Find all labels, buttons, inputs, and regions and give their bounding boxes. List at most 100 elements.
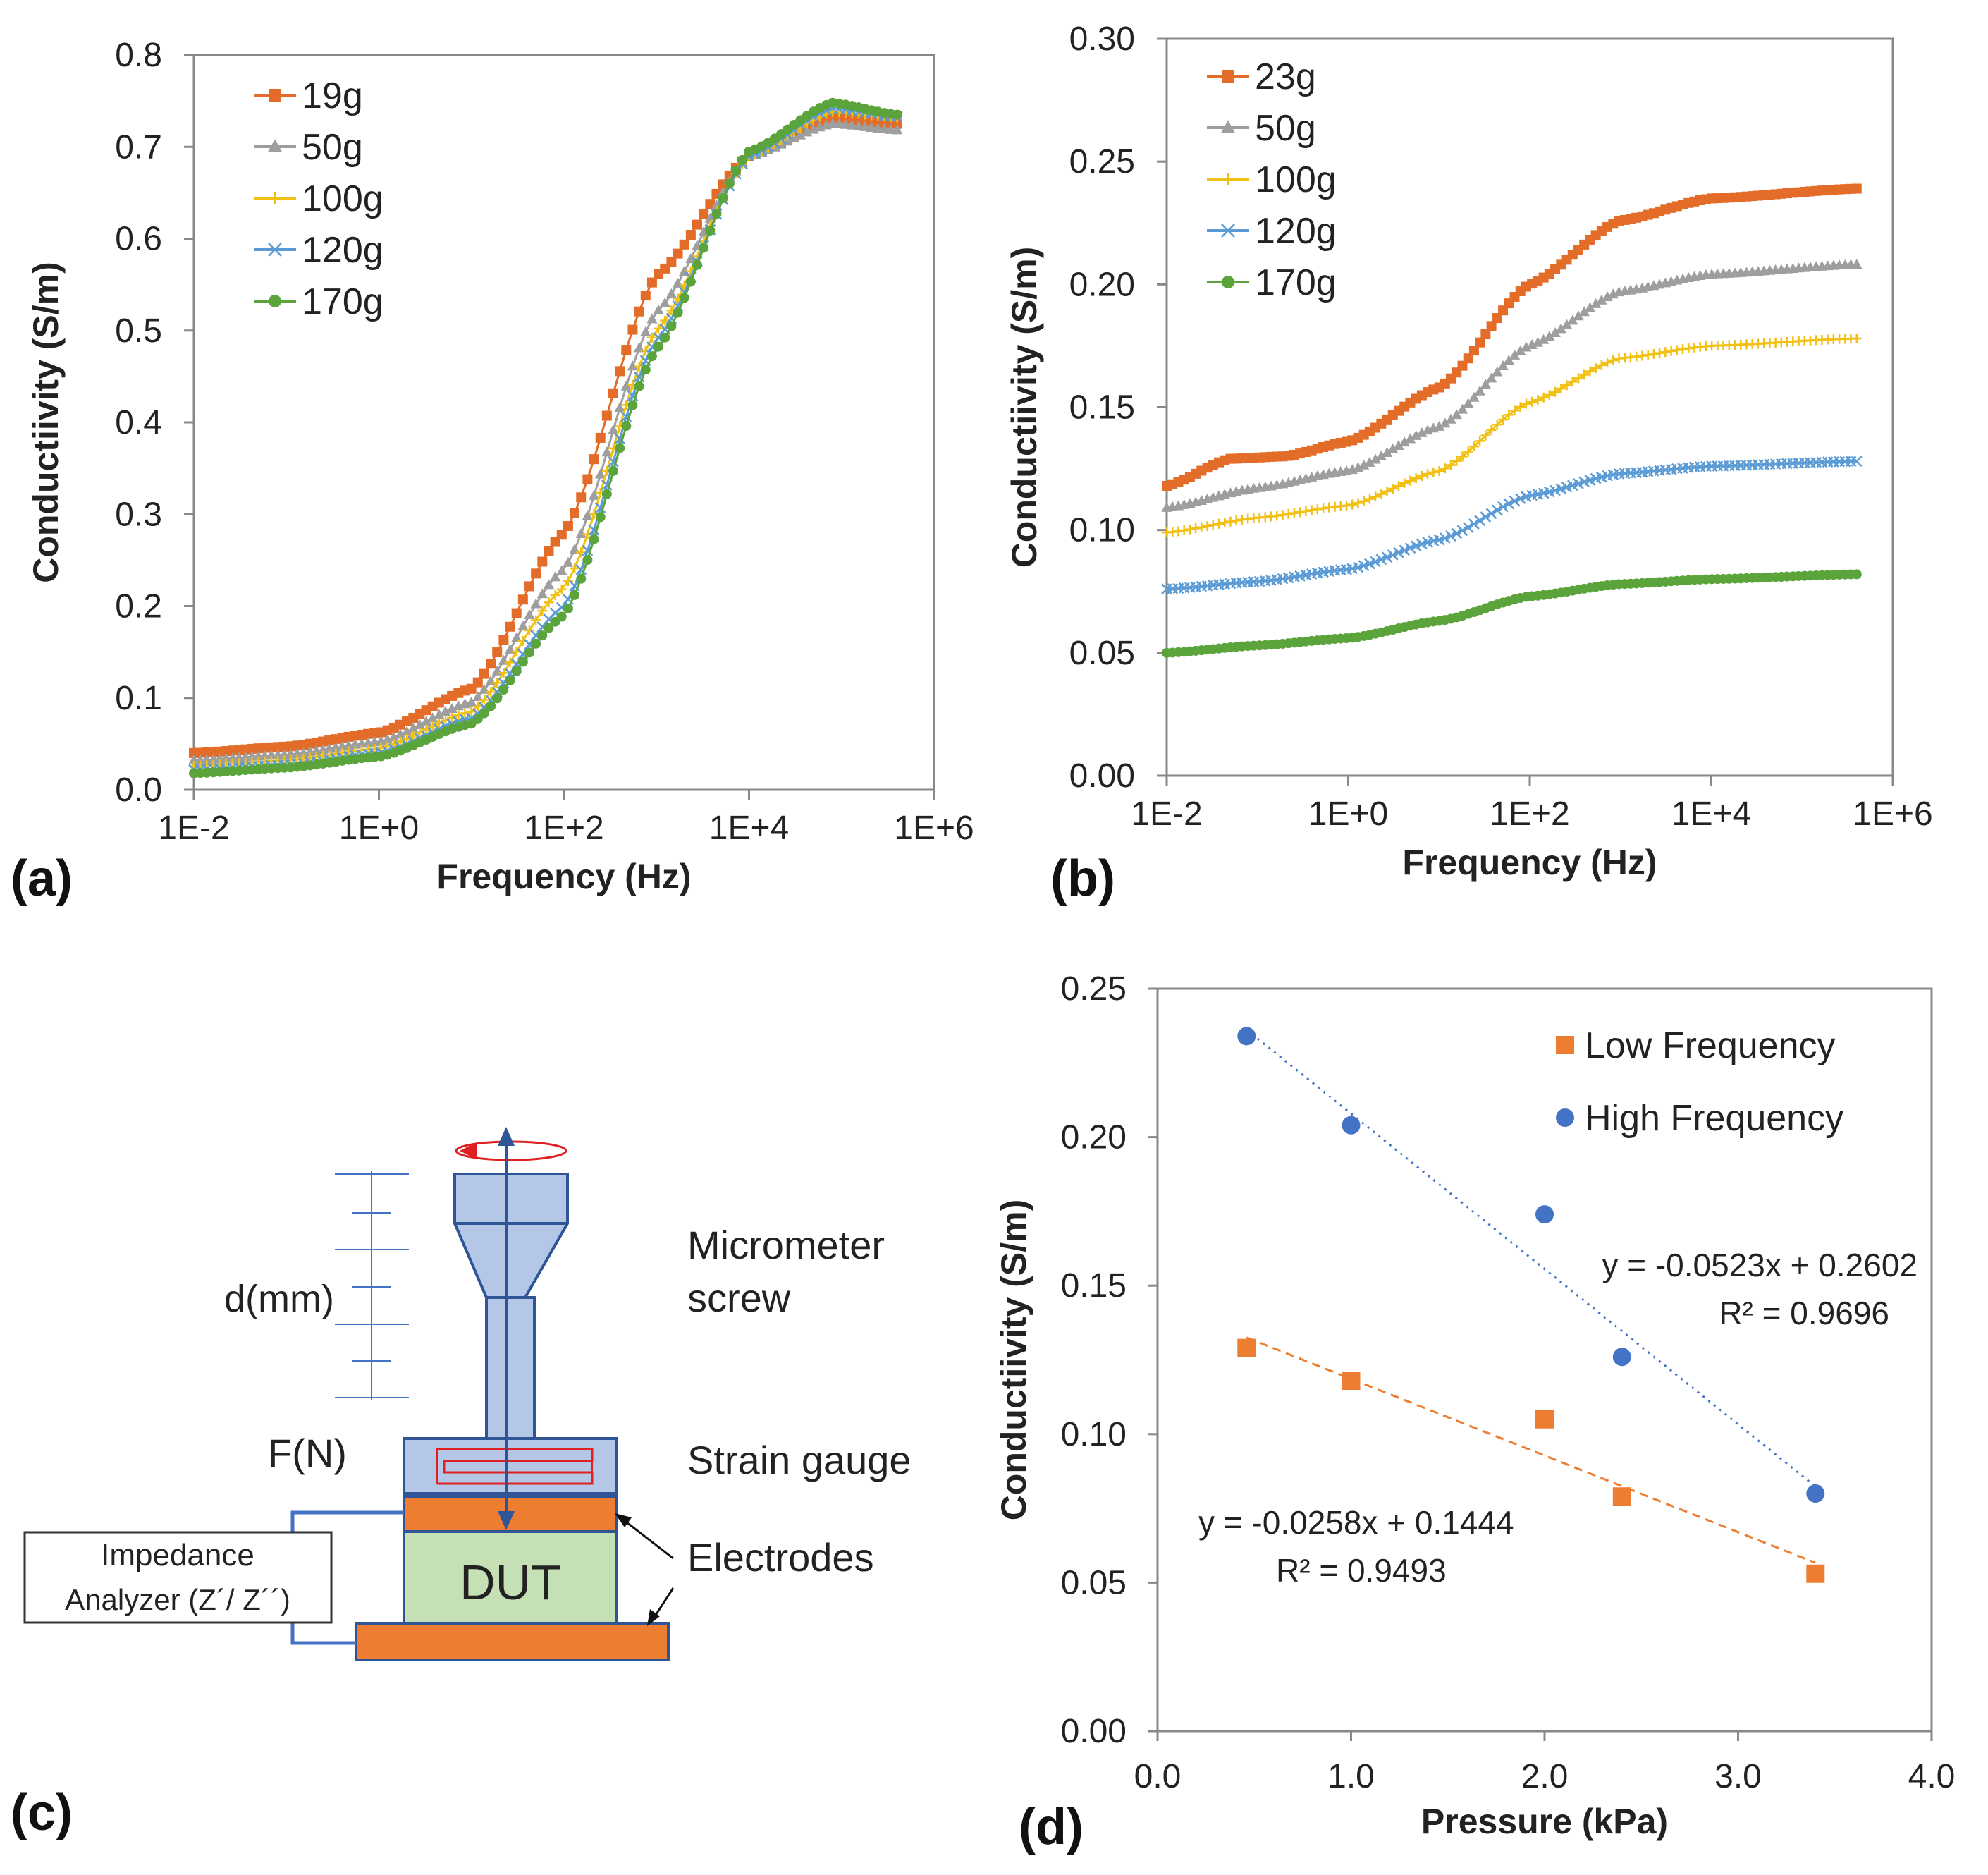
legend-label-19g: 19g [302,75,363,116]
x-tick-label: 3.0 [1714,1758,1762,1795]
x-tick-label: 0.0 [1134,1758,1182,1795]
trend-equation-High Frequency: y = -0.0523x + 0.2602 [1602,1247,1918,1283]
data-point [575,527,587,538]
data-point [1353,498,1363,508]
data-point [414,719,426,729]
data-point [576,547,587,558]
data-point [537,630,548,641]
data-point [1480,511,1492,523]
data-point [1456,403,1468,414]
legend-label-Low Frequency: Low Frequency [1585,1025,1836,1066]
data-point [1404,542,1416,554]
data-point [511,666,522,676]
data-point [615,366,625,377]
data-point [718,193,728,204]
data-point [685,276,696,287]
data-point [1387,483,1398,494]
data-point [505,657,515,668]
data-point [1387,443,1399,453]
data-point [1851,569,1862,580]
chart-a-conductivity-vs-frequency: 0.0 0.1 0.2 0.3 0.4 0.5 0.6 0.7 0.8 1E-2 1E+0 1E+2 1… [26,37,974,896]
y-tick-label: 0.05 [1061,1564,1127,1601]
legend-label-23g: 23g [1255,56,1316,97]
series-line-19g [193,116,897,755]
data-point [537,606,548,616]
trend-r2-High Frequency: R² = 0.9696 [1719,1295,1889,1331]
legend-label-50g: 50g [302,127,363,168]
x-tick-label: 1E-2 [1131,795,1202,833]
data-point [654,341,664,352]
legend-marker-High Frequency [1556,1108,1574,1127]
data-point [685,230,696,240]
data-point [1463,353,1473,364]
data-point [666,257,677,267]
data-point [1480,430,1491,441]
data-point [1399,436,1410,447]
data-point [621,421,632,432]
trendline-Low Frequency [1246,1336,1816,1564]
data-point [1480,379,1492,389]
data-point [543,579,555,590]
data-point [388,731,400,742]
x-tick-label: 1E+0 [339,810,419,847]
data-point [1445,530,1456,542]
force-label: F(N) [268,1431,347,1475]
trend-r2-Low Frequency: R² = 0.9493 [1276,1552,1447,1589]
data-point [699,243,709,253]
series-170g [189,97,902,778]
legend-label-100g: 100g [1255,159,1337,200]
panel-label-b: (b) [1050,850,1115,907]
data-point [1509,495,1521,507]
data-point [1463,446,1473,457]
data-point [1538,334,1550,344]
data-point [1486,321,1497,331]
ruler-scale [335,1171,409,1400]
data-point [1602,291,1613,302]
data-point [1486,425,1497,435]
y-tick-label: 0.4 [115,404,162,441]
data-point [466,707,477,717]
data-point [679,293,689,303]
data-point [1381,446,1393,457]
data-point [544,546,554,556]
x-axis-title: Pressure (kPa) [1421,1802,1668,1841]
data-point [788,132,800,142]
data-point [673,248,683,259]
trend-equation-Low Frequency: y = -0.0258x + 0.1444 [1198,1504,1514,1541]
data-point [794,129,806,140]
data-point [601,410,612,421]
data-point [614,402,625,413]
data-point [1584,302,1596,312]
y-tick-label: 0.15 [1069,389,1135,427]
data-point [646,313,658,324]
data-point [395,728,406,739]
data-point [517,621,529,631]
data-point [705,226,716,236]
data-point [1585,366,1595,377]
y-axis-title: Conductiivity (S/m) [994,1199,1033,1521]
data-point [1428,467,1439,477]
data-point [1655,348,1665,358]
data-point [646,332,657,343]
data-point [1342,1116,1361,1135]
series-line-120g [193,107,897,771]
data-point [563,576,573,587]
data-point [737,154,748,165]
data-point [1590,298,1602,308]
panel-label-c: (c) [11,1785,73,1841]
impedance-analyzer-box [23,1531,333,1624]
data-point [517,594,528,605]
data-point [1405,475,1416,486]
data-point [550,590,560,600]
data-point [1363,558,1375,570]
legend-label-100g: 100g [302,178,384,219]
y-tick-label: 0.15 [1061,1267,1127,1305]
data-point [872,123,884,133]
x-tick-label: 1E-2 [158,810,229,847]
dut-block [403,1530,618,1625]
series-23g [1162,183,1862,491]
data-point [1347,499,1358,510]
y-tick-label: 0.20 [1069,266,1135,303]
data-point [407,722,419,733]
data-point [1225,516,1236,527]
